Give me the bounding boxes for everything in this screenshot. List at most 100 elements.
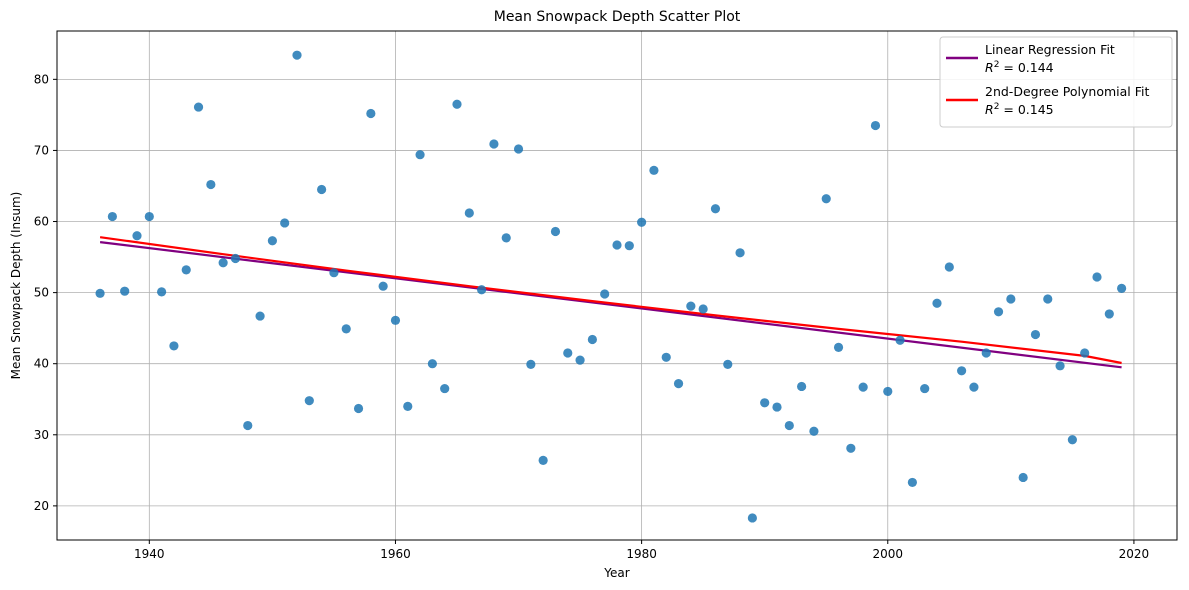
data-point bbox=[218, 258, 228, 268]
data-point bbox=[390, 315, 401, 325]
data-point bbox=[1067, 435, 1077, 445]
data-point bbox=[464, 208, 474, 218]
data-points bbox=[95, 50, 1127, 523]
data-point bbox=[760, 398, 770, 408]
data-point bbox=[1030, 329, 1041, 340]
data-point bbox=[612, 240, 622, 250]
data-point bbox=[969, 382, 979, 392]
x-axis-label: Year bbox=[603, 566, 629, 580]
data-point bbox=[95, 288, 105, 298]
data-point bbox=[452, 99, 462, 109]
data-point bbox=[649, 165, 659, 175]
data-point bbox=[587, 334, 597, 345]
data-point bbox=[169, 341, 179, 351]
data-point bbox=[747, 513, 757, 523]
data-point bbox=[243, 420, 253, 431]
data-point bbox=[784, 420, 794, 431]
y-tick-label: 50 bbox=[34, 286, 49, 300]
data-point bbox=[661, 352, 671, 362]
data-point bbox=[944, 262, 954, 272]
data-point bbox=[932, 298, 942, 308]
data-point bbox=[317, 184, 327, 195]
data-point bbox=[206, 179, 216, 190]
data-point bbox=[341, 324, 351, 334]
y-tick-label: 40 bbox=[34, 357, 49, 371]
data-point bbox=[1104, 309, 1114, 319]
data-point bbox=[280, 218, 290, 228]
data-point bbox=[329, 268, 339, 278]
data-point bbox=[427, 359, 437, 369]
data-point bbox=[600, 289, 610, 299]
y-tick-label: 60 bbox=[34, 215, 49, 229]
fit-lines bbox=[99, 236, 1122, 369]
data-point bbox=[255, 311, 265, 321]
x-tick-label: 2000 bbox=[872, 547, 903, 561]
data-point bbox=[550, 226, 561, 237]
data-point bbox=[883, 386, 893, 397]
data-point bbox=[809, 426, 819, 436]
data-point bbox=[833, 342, 844, 352]
y-tick-label: 20 bbox=[34, 499, 49, 513]
data-point bbox=[1006, 294, 1016, 304]
data-point bbox=[698, 304, 708, 314]
data-point bbox=[378, 281, 388, 291]
legend: Linear Regression Fit R2 = 0.144 2nd-Degre… bbox=[939, 36, 1173, 128]
data-point bbox=[686, 301, 696, 311]
data-point bbox=[846, 443, 856, 453]
data-point bbox=[1055, 361, 1065, 371]
data-point bbox=[366, 108, 376, 119]
data-point bbox=[895, 335, 905, 345]
data-point bbox=[772, 402, 782, 412]
data-point bbox=[870, 120, 881, 131]
fit-line-linear-regression-fit bbox=[99, 241, 1122, 369]
y-tick-label: 70 bbox=[34, 143, 49, 157]
data-point bbox=[797, 381, 807, 392]
data-point bbox=[858, 382, 868, 392]
data-point bbox=[304, 396, 314, 406]
data-point bbox=[193, 102, 204, 112]
data-point bbox=[1043, 294, 1053, 304]
data-point bbox=[735, 248, 745, 258]
grid-lines bbox=[57, 31, 1177, 540]
legend-label: Linear Regression Fit bbox=[985, 42, 1115, 57]
data-point bbox=[477, 285, 487, 295]
data-point bbox=[501, 233, 511, 243]
data-point bbox=[292, 50, 302, 60]
data-point bbox=[981, 348, 991, 358]
data-point bbox=[1080, 348, 1090, 358]
x-tick-label: 1980 bbox=[626, 547, 657, 561]
y-axis-label: Mean Snowpack Depth (Insum) bbox=[9, 192, 23, 380]
data-point bbox=[132, 231, 142, 241]
data-point bbox=[993, 307, 1004, 317]
data-point bbox=[1018, 472, 1028, 483]
data-point bbox=[957, 366, 967, 376]
data-point bbox=[353, 403, 364, 414]
data-point bbox=[440, 383, 450, 394]
data-point bbox=[637, 217, 647, 227]
data-point bbox=[120, 286, 130, 296]
data-point bbox=[710, 204, 721, 214]
data-point bbox=[415, 150, 425, 160]
data-point bbox=[1092, 272, 1102, 282]
data-point bbox=[526, 359, 536, 370]
fit-line-2nd-degree-polynomial-fit bbox=[99, 236, 1122, 365]
legend-r2-label: R2 = 0.145 bbox=[985, 102, 1054, 117]
data-point bbox=[107, 211, 117, 222]
data-point bbox=[144, 211, 154, 222]
data-point bbox=[673, 379, 684, 389]
data-point bbox=[230, 253, 241, 264]
data-point bbox=[157, 287, 167, 297]
data-point bbox=[563, 348, 573, 358]
data-point bbox=[920, 383, 930, 394]
x-tick-label: 2020 bbox=[1119, 547, 1150, 561]
legend-box bbox=[939, 36, 1173, 128]
data-point bbox=[489, 139, 499, 149]
data-point bbox=[821, 194, 831, 204]
y-tick-label: 80 bbox=[34, 72, 49, 86]
data-point bbox=[513, 144, 524, 154]
data-point bbox=[624, 241, 634, 251]
legend-label: 2nd-Degree Polynomial Fit bbox=[985, 84, 1149, 99]
data-point bbox=[181, 265, 191, 275]
